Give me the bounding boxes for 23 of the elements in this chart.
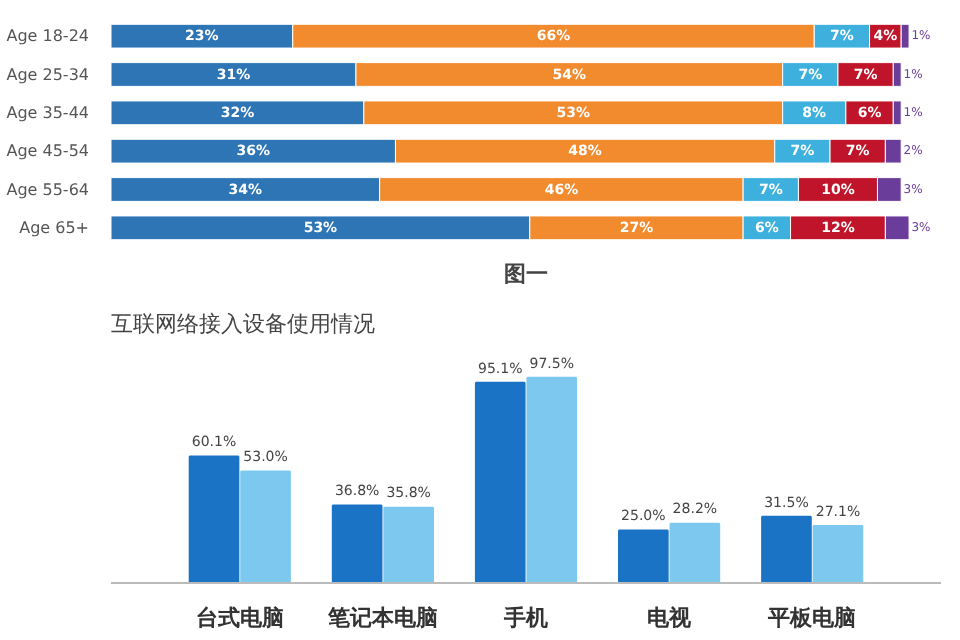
bar [383,506,434,583]
x-tick-label: 手机 [502,605,548,631]
bar [812,524,864,583]
y-tick-label: Age 18-24 [6,27,90,46]
chart-title: 互联网络接入设备使用情况 [111,311,375,337]
y-tick-label: Age 55-64 [6,180,90,199]
y-tick-label: Age 25-34 [6,65,90,84]
y-tick-label: Age 35-44 [6,103,90,122]
bar [618,529,669,583]
y-tick-label: Age 65+ [19,218,90,237]
bar [669,522,721,583]
x-tick-label: 平板电脑 [766,605,857,631]
bar [331,504,383,583]
text: 图一 [504,261,548,287]
y-tick-label: Age 45-54 [6,142,90,161]
bar [526,376,578,583]
bar [761,515,812,583]
x-tick-label: 笔记本电脑 [325,605,438,631]
bar [474,381,526,583]
x-tick-label: 台式电脑 [195,605,284,631]
x-tick-label: 电视 [647,605,694,631]
bar [240,470,291,583]
bar [188,455,240,583]
